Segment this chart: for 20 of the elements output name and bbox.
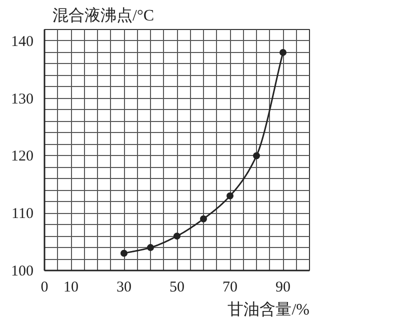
x-tick-label: 70 <box>222 280 238 296</box>
point <box>280 48 286 56</box>
point <box>120 250 128 257</box>
x-tick-label: 90 <box>276 280 290 296</box>
x-tick-label: 10 <box>64 280 78 296</box>
y-tick-label: 130 <box>11 91 34 108</box>
point <box>147 244 154 252</box>
x-tick-label: 0 <box>40 280 48 296</box>
x-tick-label: 30 <box>116 280 132 296</box>
point <box>200 215 207 222</box>
point <box>226 192 234 200</box>
point <box>174 232 180 240</box>
y-tick-label: 100 <box>11 264 34 280</box>
y-axis-title: 混合液沸点/°C <box>52 6 154 24</box>
x-tick-label: 50 <box>170 280 184 296</box>
y-tick-label: 120 <box>11 148 34 165</box>
y-tick-label: 140 <box>11 34 34 50</box>
x-axis-title: 甘油含量/% <box>228 300 310 318</box>
point <box>253 152 260 160</box>
y-tick-label: 110 <box>12 206 34 222</box>
